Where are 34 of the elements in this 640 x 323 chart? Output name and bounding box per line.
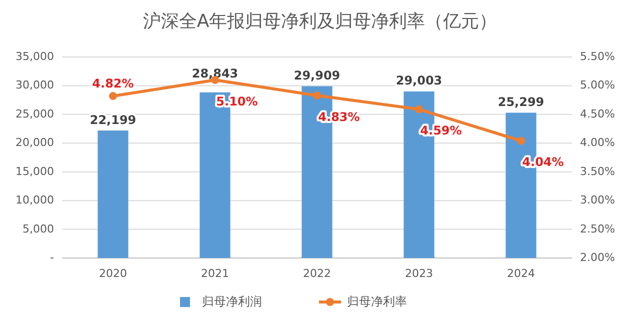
y-tick-label: 30,000: [16, 78, 54, 92]
data-label: 4.82%: [92, 76, 134, 90]
y-tick-label: 5,000: [22, 222, 54, 236]
y-tick-label: 10,000: [16, 194, 54, 207]
y2-tick-label: 3.00%: [580, 194, 615, 207]
y2-tick-label: 2.00%: [580, 251, 615, 264]
y2-tick-label: 4.50%: [580, 107, 615, 120]
x-tick-label: 2023: [405, 267, 433, 280]
x-tick-label: 2022: [303, 267, 331, 280]
legend-label: 归母净利率: [347, 294, 407, 308]
point: [517, 136, 525, 145]
data-label: 25,299: [498, 94, 544, 109]
y2-tick-label: 5.00%: [580, 78, 615, 92]
chart-title: 沪深全A年报归母净利及归母净利率（亿元）: [142, 10, 498, 32]
data-label: 22,199: [90, 112, 136, 127]
y-tick-label: 35,000: [16, 50, 54, 64]
y2-tick-label: 2.50%: [580, 222, 615, 236]
point: [109, 92, 117, 100]
x-tick-label: 2024: [507, 267, 535, 280]
point: [415, 105, 423, 114]
data-label: 29,003: [396, 74, 442, 88]
y-tick-label: 20,000: [16, 136, 54, 150]
y2-tick-label: 3.50%: [580, 164, 615, 178]
point: [313, 91, 321, 100]
data-label: 28,843: [192, 66, 238, 81]
x-tick-label: 2021: [201, 267, 229, 280]
legend-label: 归母净利润: [202, 294, 262, 308]
y-tick-label: -: [50, 251, 54, 264]
y2-tick-label: 5.50%: [580, 50, 615, 64]
data-label: 29,909: [294, 68, 340, 83]
y-tick-label: 15,000: [16, 164, 54, 178]
y2-tick-label: 4.00%: [580, 136, 615, 150]
y-tick-label: 25,000: [16, 107, 54, 120]
x-tick-label: 2020: [99, 267, 127, 280]
